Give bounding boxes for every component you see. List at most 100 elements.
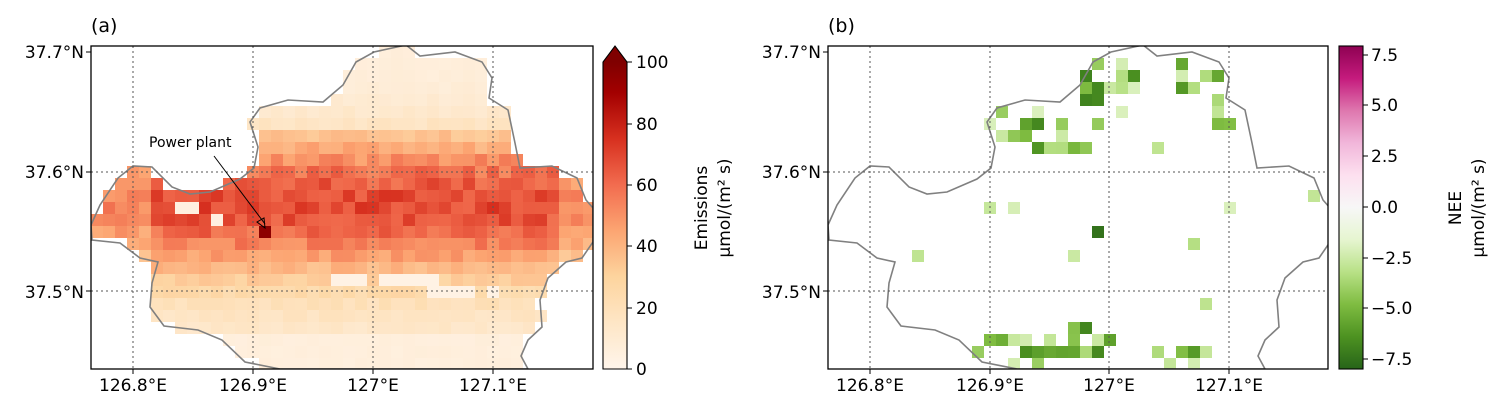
emission-cell xyxy=(259,106,271,118)
emission-cell xyxy=(463,82,475,94)
emission-cell xyxy=(295,298,307,310)
emission-cell xyxy=(199,214,211,226)
emission-cell xyxy=(151,286,163,298)
emission-cell xyxy=(295,334,307,346)
emission-cell xyxy=(535,274,547,286)
y-tick-b-1: 37.5°N xyxy=(762,283,821,303)
emission-cell xyxy=(343,250,355,262)
emission-cell xyxy=(463,274,475,286)
emission-cell xyxy=(283,166,295,178)
cbar-b-tick-7.5: 7.5 xyxy=(1371,46,1398,66)
emission-cell xyxy=(187,286,199,298)
emission-cell xyxy=(415,286,427,298)
cbar-a-tick-40: 40 xyxy=(636,237,658,257)
emission-cell xyxy=(403,346,415,358)
emission-cell xyxy=(187,250,199,262)
emission-cell xyxy=(547,214,559,226)
emission-cell xyxy=(355,286,367,298)
emission-cell xyxy=(307,238,319,250)
emission-cell xyxy=(343,118,355,130)
emission-cell xyxy=(343,310,355,322)
emission-cell xyxy=(343,106,355,118)
emission-cell xyxy=(343,94,355,106)
emission-cell xyxy=(511,310,523,322)
emission-cell xyxy=(439,334,451,346)
emission-cell xyxy=(331,286,343,298)
emission-cell xyxy=(439,238,451,250)
emission-cell xyxy=(235,298,247,310)
cbar-a-tick-20: 20 xyxy=(636,299,658,319)
emission-cell xyxy=(259,190,271,202)
emission-cell xyxy=(475,226,487,238)
emission-cell xyxy=(295,214,307,226)
emission-cell xyxy=(307,130,319,142)
emission-cell xyxy=(283,178,295,190)
nee-cell xyxy=(912,250,924,262)
emission-cell xyxy=(475,70,487,82)
emission-cell xyxy=(463,118,475,130)
nee-cell xyxy=(1188,346,1200,358)
emission-cell xyxy=(163,226,175,238)
emission-cell xyxy=(439,262,451,274)
emission-cell xyxy=(451,334,463,346)
emission-cell xyxy=(259,358,271,369)
emission-cell xyxy=(355,346,367,358)
emission-cell xyxy=(271,250,283,262)
emission-cell xyxy=(511,238,523,250)
emission-cell xyxy=(379,274,391,286)
emission-cell xyxy=(271,142,283,154)
emission-cell xyxy=(319,118,331,130)
emission-cell xyxy=(283,286,295,298)
emission-cell xyxy=(355,298,367,310)
emission-cell xyxy=(307,214,319,226)
emission-cell xyxy=(439,358,451,369)
emission-cell xyxy=(475,250,487,262)
emission-cell xyxy=(271,202,283,214)
emission-cell xyxy=(499,106,511,118)
panel-a-label: (a) xyxy=(91,15,117,37)
nee-cell xyxy=(1092,118,1104,130)
nee-cell xyxy=(1092,82,1104,94)
emission-cell xyxy=(319,154,331,166)
emission-cell xyxy=(319,214,331,226)
emission-cell xyxy=(451,82,463,94)
nee-cell xyxy=(1008,334,1020,346)
emission-cell xyxy=(175,286,187,298)
emission-cell xyxy=(259,310,271,322)
emission-cell xyxy=(367,178,379,190)
emission-cell xyxy=(307,322,319,334)
nee-cell xyxy=(1212,106,1224,118)
emission-cell xyxy=(163,202,175,214)
panel-b: (b) 126.8°E 126.9°E 127°E 127.1°E xyxy=(762,15,1489,396)
emission-cell xyxy=(307,106,319,118)
emission-cell xyxy=(319,310,331,322)
emission-cell xyxy=(511,154,523,166)
emission-cell xyxy=(103,214,115,226)
emission-cell xyxy=(475,298,487,310)
emission-cell xyxy=(451,202,463,214)
emission-cell xyxy=(511,358,523,369)
emission-cell xyxy=(559,226,571,238)
emission-cell xyxy=(307,274,319,286)
emission-cell xyxy=(355,214,367,226)
nee-cell xyxy=(1032,118,1044,130)
emission-cell xyxy=(319,322,331,334)
emission-cell xyxy=(427,226,439,238)
nee-cell xyxy=(1104,334,1116,346)
nee-cell xyxy=(1188,238,1200,250)
emission-cell xyxy=(355,310,367,322)
emission-cell xyxy=(379,214,391,226)
emission-cell xyxy=(499,250,511,262)
emission-cell xyxy=(403,274,415,286)
emission-cell xyxy=(571,238,583,250)
emission-cell xyxy=(355,238,367,250)
emission-cell xyxy=(511,250,523,262)
emission-cell xyxy=(475,178,487,190)
emission-cell xyxy=(403,178,415,190)
emission-cell xyxy=(331,346,343,358)
emission-cell xyxy=(499,178,511,190)
emission-cell xyxy=(295,118,307,130)
emission-cell xyxy=(391,322,403,334)
emission-cell xyxy=(283,322,295,334)
emission-cell xyxy=(271,334,283,346)
